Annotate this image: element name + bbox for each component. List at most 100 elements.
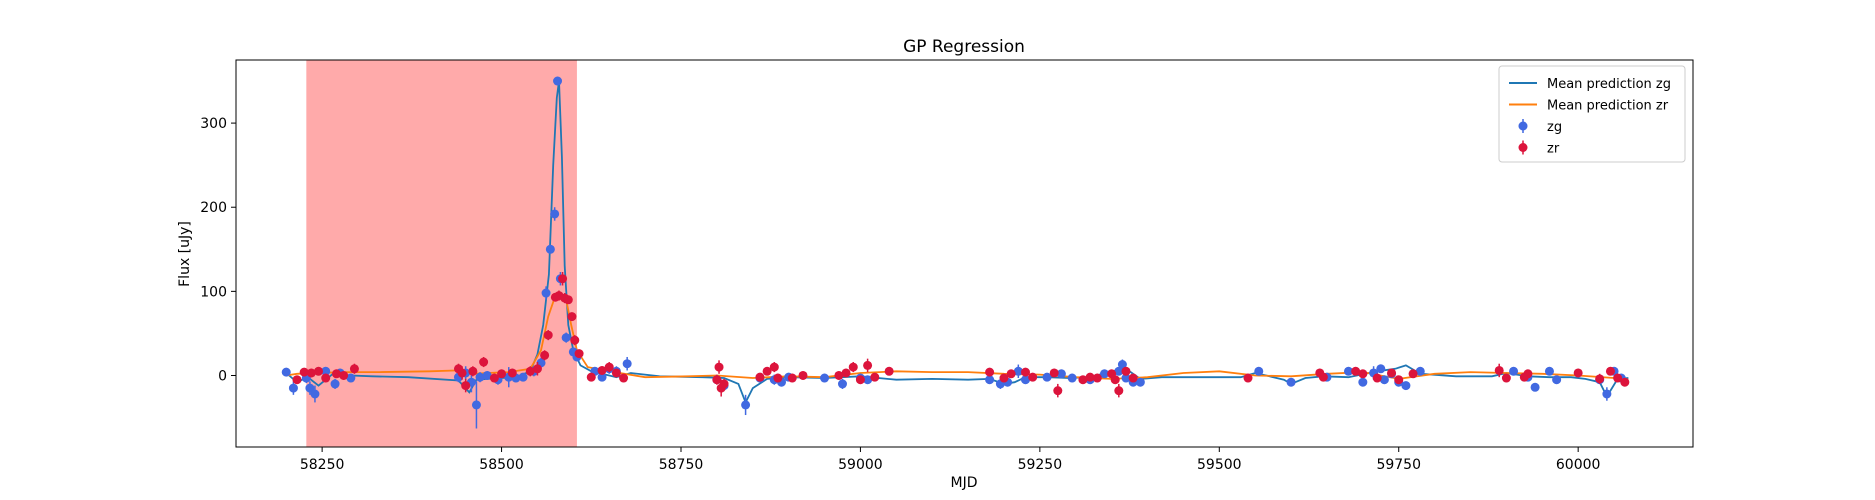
zr-point xyxy=(574,349,584,359)
zr-point xyxy=(461,381,471,391)
legend-box xyxy=(1498,65,1686,163)
zr-point xyxy=(1351,366,1361,376)
plot-frame xyxy=(235,59,1694,448)
zg-point xyxy=(1067,373,1077,383)
zr-point xyxy=(479,357,489,367)
x-tick-label: 58250 xyxy=(300,457,345,473)
x-axis-label: MJD xyxy=(951,475,978,491)
zr-point xyxy=(1620,377,1630,387)
zr-point xyxy=(532,364,542,374)
zg-point xyxy=(550,209,560,219)
zg-point xyxy=(1358,377,1368,387)
zr-point xyxy=(1573,368,1583,378)
zr-point xyxy=(540,350,550,360)
zg-point xyxy=(1415,366,1425,376)
zr-point xyxy=(1006,369,1016,379)
legend-marker-swatch xyxy=(1518,143,1528,152)
zg-point xyxy=(305,383,315,393)
zr-point xyxy=(1243,373,1253,383)
zr-point xyxy=(1053,386,1063,396)
zr-point xyxy=(1394,375,1404,385)
zg-point xyxy=(321,366,331,376)
legend-label: Mean prediction zr xyxy=(1547,99,1669,114)
zr-point xyxy=(870,372,880,382)
zr-point xyxy=(525,366,535,376)
zg-point xyxy=(1121,373,1131,383)
zr-point xyxy=(349,364,359,374)
zr-point xyxy=(1494,365,1504,375)
zr-point xyxy=(1605,366,1615,376)
zr-point xyxy=(1372,373,1382,383)
y-tick-label: 200 xyxy=(200,200,227,216)
zg-point xyxy=(597,372,607,382)
x-tick-label: 59000 xyxy=(838,457,883,473)
zg-point xyxy=(1117,360,1127,370)
zg-point xyxy=(1376,364,1386,374)
zg-point xyxy=(288,383,298,393)
legend-label: zg xyxy=(1547,120,1562,135)
zr-point xyxy=(863,360,873,370)
zg-point xyxy=(330,379,340,389)
zr-point xyxy=(712,375,722,385)
zg-point xyxy=(1509,366,1519,376)
zr-point xyxy=(1078,375,1088,385)
zr-point xyxy=(507,368,517,378)
zg-point xyxy=(1056,369,1066,379)
zr-point xyxy=(985,367,995,377)
zr-point xyxy=(769,362,779,372)
zg-point xyxy=(541,288,551,298)
y-tick-label: 300 xyxy=(200,116,227,132)
zr-point xyxy=(1110,375,1120,385)
zr-point xyxy=(611,368,621,378)
zg-point xyxy=(475,372,485,382)
y-tick-label: 0 xyxy=(218,368,227,384)
zg-point xyxy=(1401,381,1411,391)
zr-point xyxy=(1028,372,1038,382)
zr-point xyxy=(1114,386,1124,396)
zg-point xyxy=(1254,366,1264,376)
zg-point xyxy=(346,373,356,383)
zg-point xyxy=(1552,375,1562,385)
zr-point xyxy=(321,373,331,383)
x-tick-label: 59750 xyxy=(1376,457,1421,473)
zg-point xyxy=(471,400,481,410)
legend-label: Mean prediction zg xyxy=(1547,77,1671,92)
x-tick-label: 59250 xyxy=(1018,457,1063,473)
zg-point xyxy=(985,375,995,385)
zr-point xyxy=(719,379,729,389)
y-tick-label: 100 xyxy=(200,284,227,300)
legend-label: zr xyxy=(1547,142,1560,157)
zg-point xyxy=(1379,375,1389,385)
plot-area: 58250 58500 58750 59000 59250 59500 59750 60000… xyxy=(200,59,1694,473)
zr-point xyxy=(604,362,614,372)
zg-point xyxy=(820,373,830,383)
zr-point xyxy=(489,373,499,383)
zg-point xyxy=(482,370,492,380)
zr-point xyxy=(558,274,568,284)
zr-point xyxy=(841,368,851,378)
zr-point xyxy=(597,365,607,375)
zr-point xyxy=(497,369,507,379)
zr-point xyxy=(999,373,1009,383)
zr-point xyxy=(1092,373,1102,383)
zr-point xyxy=(1408,369,1418,379)
zg-point xyxy=(1013,366,1023,376)
y-axis-label: Flux [uJy] xyxy=(177,221,193,287)
zr-point xyxy=(543,330,553,340)
zr-point xyxy=(563,295,573,305)
zr-point xyxy=(306,368,316,378)
zg-point xyxy=(1530,382,1540,392)
legend: Mean prediction zg Mean prediction zr zg zr xyxy=(1498,65,1686,163)
plot-content xyxy=(281,76,1630,429)
zg-point xyxy=(561,333,571,343)
zg-point xyxy=(553,76,563,86)
zg-point xyxy=(1021,375,1031,385)
zr-point xyxy=(457,368,467,378)
zr-point xyxy=(331,369,341,379)
zg-point xyxy=(281,367,291,377)
zr-point xyxy=(848,362,858,372)
zg-point xyxy=(518,372,528,382)
zg-point xyxy=(1602,389,1612,399)
zg-point xyxy=(1114,366,1124,376)
